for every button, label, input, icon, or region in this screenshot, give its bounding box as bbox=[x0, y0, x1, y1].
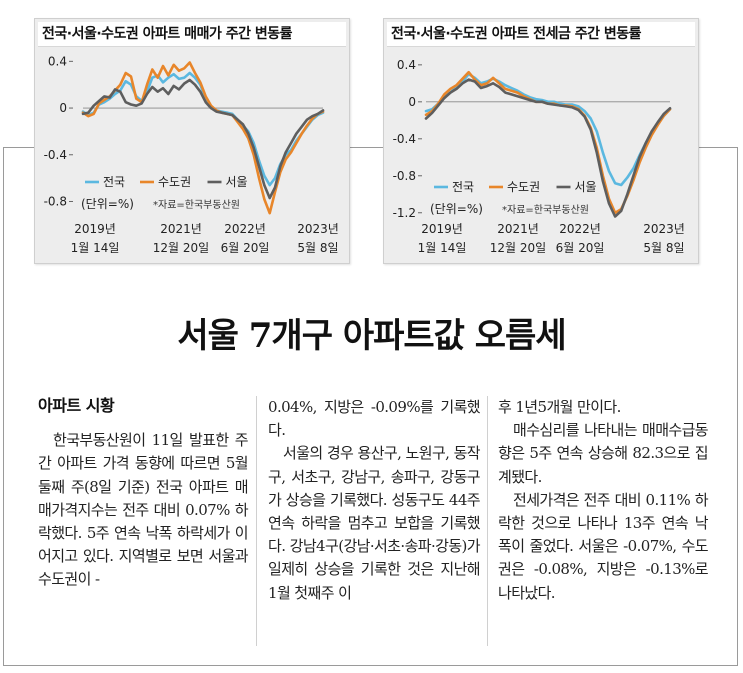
unit-label: (단위=%) bbox=[430, 202, 483, 216]
article-column-3: 후 1년5개월 만이다. 매수심리를 나타내는 매매수급동향은 5주 연속 상승… bbox=[498, 396, 709, 605]
legend-label: 서울 bbox=[226, 175, 248, 189]
y-tick-label: -0.4 bbox=[44, 148, 67, 162]
unit-label: (단위=%) bbox=[81, 197, 134, 211]
source-label: *자료=한국부동산원 bbox=[153, 199, 240, 211]
x-tick-date: 12월 20일 bbox=[490, 241, 546, 255]
legend-label: 전국 bbox=[452, 180, 474, 194]
y-tick-label: 0.4 bbox=[397, 58, 416, 72]
paragraph: 0.04%, 지방은 -0.09%를 기록했다. bbox=[268, 398, 481, 440]
y-tick-label: -1.2 bbox=[393, 206, 416, 220]
x-tick-date: 1월 14일 bbox=[71, 241, 120, 255]
column-divider bbox=[256, 396, 257, 646]
x-tick-year: 2023년 bbox=[297, 222, 339, 236]
x-tick-date: 5월 8일 bbox=[297, 241, 338, 255]
x-tick-year: 2019년 bbox=[421, 222, 463, 236]
x-tick-date: 6월 20일 bbox=[221, 241, 270, 255]
paragraph: 전세가격은 전주 대비 0.11% 하락한 것으로 나타나 13주 연속 낙폭이… bbox=[498, 490, 709, 602]
series-line-3 bbox=[424, 78, 672, 218]
x-tick-date: 5월 8일 bbox=[643, 241, 684, 255]
x-tick-year: 2022년 bbox=[559, 222, 601, 236]
x-tick-year: 2022년 bbox=[224, 222, 266, 236]
jeonse-chart: 0.4 0 -0.4 -0.8 -1.2 전국 수도권 서울 (단위=%) *자료=한국부동산원 2… bbox=[393, 58, 685, 255]
paragraph: 서울의 경우 용산구, 노원구, 동작구, 서초구, 강남구, 송파구, 강동구… bbox=[268, 444, 481, 602]
legend-label: 수도권 bbox=[507, 180, 540, 194]
headline: 서울 7개구 아파트값 오름세 bbox=[177, 316, 566, 356]
y-tick-label: -0.4 bbox=[393, 132, 416, 146]
jeonse-chart-panel: 전국·서울·수도권 아파트 전세금 주간 변동률 0.4 0 -0.4 -0.8 -1.… bbox=[383, 18, 699, 264]
x-tick-date: 1월 14일 bbox=[418, 241, 467, 255]
legend-label: 전국 bbox=[103, 175, 125, 189]
legend-label: 수도권 bbox=[158, 175, 191, 189]
article-column-2: 0.04%, 지방은 -0.09%를 기록했다. 서울의 경우 용산구, 노원구… bbox=[268, 396, 481, 605]
paragraph: 후 1년5개월 만이다. bbox=[498, 398, 621, 416]
chart-title: 전국·서울·수도권 아파트 매매가 주간 변동률 bbox=[38, 22, 346, 47]
series-line-1 bbox=[424, 72, 672, 187]
x-tick-year: 2019년 bbox=[74, 222, 116, 236]
legend-label: 서울 bbox=[575, 180, 597, 194]
sale-price-chart-panel: 전국·서울·수도권 아파트 매매가 주간 변동률 0.4 0 -0.4 -0.8 전국 수… bbox=[34, 18, 350, 264]
series-line-2 bbox=[81, 61, 325, 215]
y-tick-label: -0.8 bbox=[393, 169, 416, 183]
y-tick-label: 0 bbox=[59, 101, 67, 115]
source-label: *자료=한국부동산원 bbox=[502, 204, 589, 216]
chart-title: 전국·서울·수도권 아파트 전세금 주간 변동률 bbox=[387, 22, 695, 47]
article-column-1: 아파트 시황 한국부동산원이 11일 발표한 주간 아파트 가격 동향에 따르면… bbox=[38, 394, 249, 592]
sale-price-chart: 0.4 0 -0.4 -0.8 전국 수도권 서울 (단위=%) *자료=한국부동산원 2019년… bbox=[44, 54, 339, 255]
section-title: 아파트 시황 bbox=[38, 396, 115, 415]
paragraph: 매수심리를 나타내는 매매수급동향은 5주 연속 상승해 82.3으로 집계됐다… bbox=[498, 421, 709, 486]
y-tick-label: 0.4 bbox=[48, 54, 67, 68]
y-tick-label: 0 bbox=[408, 95, 416, 109]
column-divider bbox=[487, 396, 488, 646]
x-tick-year: 2021년 bbox=[497, 222, 539, 236]
x-tick-date: 12월 20일 bbox=[153, 241, 209, 255]
paragraph: 한국부동산원이 11일 발표한 주간 아파트 가격 동향에 따르면 5월 둘째 … bbox=[38, 431, 249, 589]
x-tick-date: 6월 20일 bbox=[556, 241, 605, 255]
x-tick-year: 2021년 bbox=[160, 222, 202, 236]
series-line-3 bbox=[81, 78, 325, 200]
x-tick-year: 2023년 bbox=[643, 222, 685, 236]
y-tick-label: -0.8 bbox=[44, 194, 67, 208]
